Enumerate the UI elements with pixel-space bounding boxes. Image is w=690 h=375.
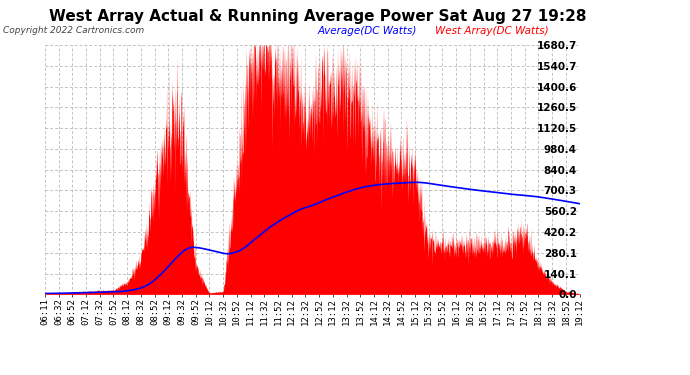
Text: Copyright 2022 Cartronics.com: Copyright 2022 Cartronics.com xyxy=(3,26,145,35)
Text: West Array Actual & Running Average Power Sat Aug 27 19:28: West Array Actual & Running Average Powe… xyxy=(49,9,586,24)
Text: Average(DC Watts): Average(DC Watts) xyxy=(317,26,417,36)
Text: West Array(DC Watts): West Array(DC Watts) xyxy=(435,26,549,36)
